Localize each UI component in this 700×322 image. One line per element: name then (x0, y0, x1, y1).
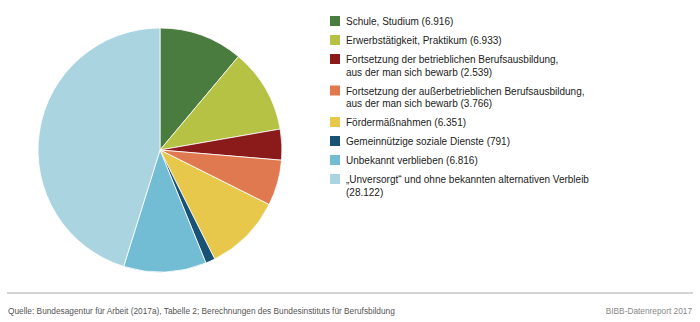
legend-label: Gemeinnützige soziale Dienste (791) (346, 136, 510, 147)
legend-swatch (330, 16, 340, 26)
legend-swatch (330, 54, 340, 64)
legend: Schule, Studium (6.916) Erwerbstätigkeit,… (330, 16, 589, 198)
legend-swatch (330, 86, 340, 96)
pie-slice (38, 28, 160, 266)
source-note: Quelle: Bundesagentur für Arbeit (2017a)… (8, 306, 395, 316)
legend-swatch (330, 136, 340, 146)
legend-label: Fortsetzung der betrieblichen Berufsausb… (346, 54, 558, 78)
legend-swatch (330, 35, 340, 45)
chart-svg: Schule, Studium (6.916) Erwerbstätigkeit,… (0, 0, 700, 322)
pie (38, 28, 282, 272)
legend-label: Fortsetzung der außerbetrieblichen Beruf… (346, 86, 584, 110)
report-note: BIBB-Datenreport 2017 (606, 306, 693, 316)
chart-container: Schule, Studium (6.916) Erwerbstätigkeit,… (0, 0, 700, 322)
legend-swatch (330, 117, 340, 127)
legend-swatch (330, 174, 340, 184)
legend-label: Unbekannt verblieben (6.816) (346, 155, 478, 166)
footer-rule (7, 293, 693, 294)
legend-label: „Unversorgt“ und ohne bekannten alternat… (346, 174, 589, 198)
legend-label: Schule, Studium (6.916) (346, 16, 453, 27)
legend-swatch (330, 155, 340, 165)
legend-label: Fördermäßnahmen (6.351) (346, 117, 466, 128)
legend-label: Erwerbstätigkeit, Praktikum (6.933) (346, 35, 502, 46)
